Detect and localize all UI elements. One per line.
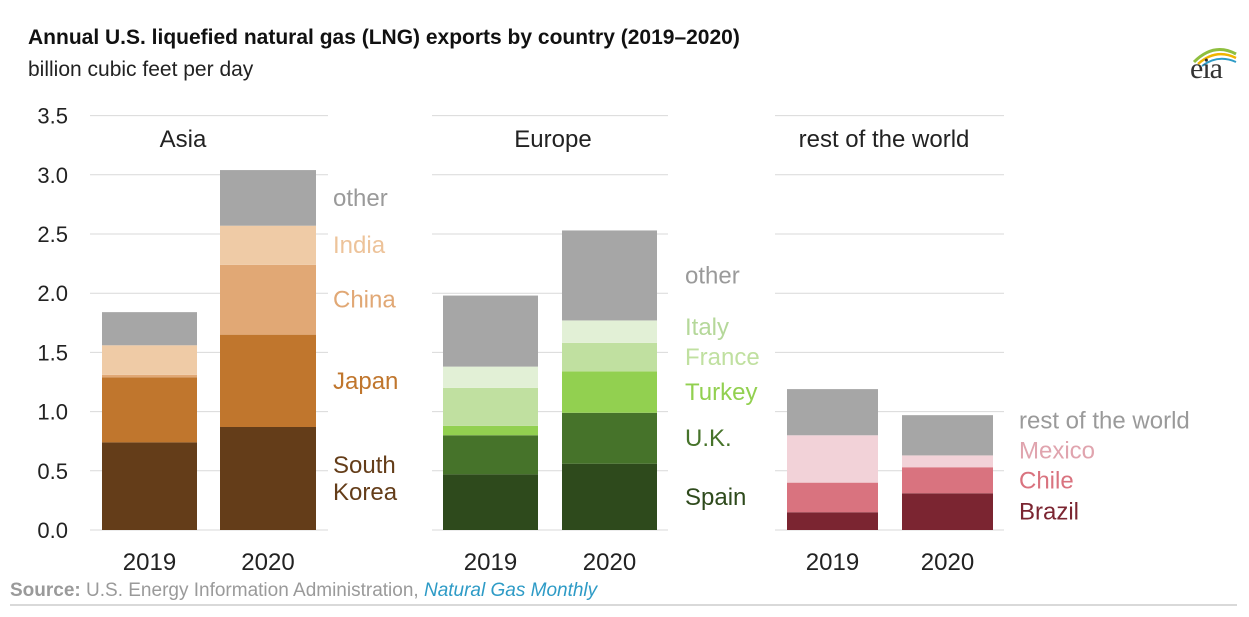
x-tick-label-rest-of-the-world-2019: 2019 xyxy=(806,549,859,576)
series-label-asia-other: other xyxy=(333,185,388,212)
bar-europe-2020-turkey xyxy=(562,371,657,413)
bar-asia-2019-china xyxy=(102,374,197,378)
series-label-asia-south-korea-1: Korea xyxy=(333,479,398,506)
x-tick-label-asia-2019: 2019 xyxy=(123,549,176,576)
series-label-asia-india: India xyxy=(333,232,386,259)
bar-europe-2019-turkey xyxy=(443,425,538,436)
bar-asia-2019-other xyxy=(102,312,197,346)
x-tick-label-rest-of-the-world-2020: 2020 xyxy=(921,549,974,576)
bar-asia-2019-japan xyxy=(102,377,197,443)
bar-europe-2020-france xyxy=(562,342,657,372)
chart-subtitle-units: billion cubic feet per day xyxy=(28,58,254,81)
bar-europe-2019-other xyxy=(443,295,538,367)
y-tick-label-7: 3.5 xyxy=(37,104,68,129)
series-label-rest-of-the-world-mexico: Mexico xyxy=(1019,437,1095,464)
bar-asia-2019-south-korea xyxy=(102,442,197,530)
bar-asia-2020-south-korea xyxy=(220,426,316,530)
bar-rest-of-the-world-2020-brazil xyxy=(902,493,993,530)
eia-logo-arc-icon xyxy=(1192,48,1237,67)
bar-rest-of-the-world-2019-brazil xyxy=(787,512,878,530)
bar-rest-of-the-world-2019-mexico xyxy=(787,435,878,483)
source-label: Source: xyxy=(10,580,81,601)
bar-asia-2020-china xyxy=(220,264,316,335)
source-publication-link[interactable]: Natural Gas Monthly xyxy=(423,580,598,601)
y-tick-label-0: 0.0 xyxy=(37,518,68,543)
y-tick-label-3: 1.5 xyxy=(37,340,68,365)
bar-europe-2020-u-k- xyxy=(562,412,657,464)
bar-rest-of-the-world-2020-chile xyxy=(902,467,993,494)
bar-europe-2019-u-k- xyxy=(443,435,538,475)
panel-title-rest-of-the-world: rest of the world xyxy=(799,126,970,153)
bar-europe-2020-spain xyxy=(562,463,657,530)
series-label-rest-of-the-world-brazil: Brazil xyxy=(1019,499,1079,526)
y-tick-label-4: 2.0 xyxy=(37,281,68,306)
source-text: U.S. Energy Information Administration, xyxy=(80,580,424,601)
bar-europe-2020-other xyxy=(562,230,657,321)
series-label-europe-turkey: Turkey xyxy=(685,379,757,406)
bar-rest-of-the-world-2019-rest-of-the-world xyxy=(787,389,878,436)
bar-asia-2020-other xyxy=(220,170,316,226)
x-tick-label-asia-2020: 2020 xyxy=(241,549,294,576)
bar-europe-2020-italy xyxy=(562,320,657,343)
bar-rest-of-the-world-2020-rest-of-the-world xyxy=(902,415,993,456)
y-tick-label-5: 2.5 xyxy=(37,222,68,247)
y-tick-label-2: 1.0 xyxy=(37,400,68,425)
bar-europe-2019-italy xyxy=(443,366,538,388)
y-tick-label-6: 3.0 xyxy=(37,163,68,188)
x-tick-label-europe-2020: 2020 xyxy=(583,549,636,576)
panel-title-europe: Europe xyxy=(514,126,591,153)
series-label-asia-china: China xyxy=(333,287,396,314)
series-label-europe-italy: Italy xyxy=(685,314,729,341)
panel-title-asia: Asia xyxy=(160,126,207,153)
series-label-europe-u-k-: U.K. xyxy=(685,425,732,452)
eia-logo-text: eia xyxy=(1190,52,1223,85)
bar-rest-of-the-world-2020-mexico xyxy=(902,455,993,468)
y-tick-label-1: 0.5 xyxy=(37,459,68,484)
chart-title: Annual U.S. liquefied natural gas (LNG) … xyxy=(28,26,740,49)
bar-asia-2019-india xyxy=(102,345,197,375)
series-label-rest-of-the-world-chile: Chile xyxy=(1019,467,1074,494)
series-label-europe-other: other xyxy=(685,262,740,289)
source-note: Source: U.S. Energy Information Administ… xyxy=(10,580,597,602)
series-label-asia-japan: Japan xyxy=(333,368,398,395)
bar-rest-of-the-world-2019-chile xyxy=(787,482,878,513)
series-label-europe-spain: Spain xyxy=(685,484,746,511)
footer-divider xyxy=(10,604,1237,606)
series-label-asia-south-korea-0: South xyxy=(333,452,396,479)
bar-asia-2020-india xyxy=(220,225,316,265)
bar-europe-2019-spain xyxy=(443,474,538,530)
bar-asia-2020-japan xyxy=(220,334,316,427)
series-label-rest-of-the-world-rest-of-the-world: rest of the world xyxy=(1019,407,1190,434)
bar-europe-2019-france xyxy=(443,387,538,426)
x-tick-label-europe-2019: 2019 xyxy=(464,549,517,576)
series-label-europe-france: France xyxy=(685,344,760,371)
